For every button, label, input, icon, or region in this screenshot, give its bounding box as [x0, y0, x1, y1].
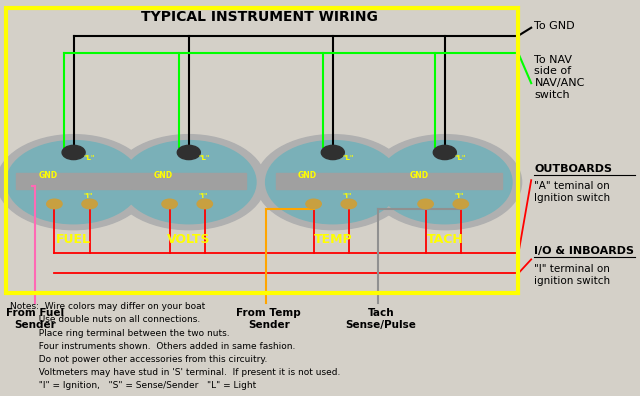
- Circle shape: [62, 145, 85, 160]
- Text: GND: GND: [298, 171, 317, 180]
- Text: "I": "I": [83, 193, 93, 199]
- Text: "L": "L": [198, 155, 210, 162]
- Text: From Temp
Sender: From Temp Sender: [236, 308, 301, 329]
- Circle shape: [306, 199, 321, 209]
- Text: TEMP: TEMP: [314, 233, 352, 246]
- Circle shape: [433, 145, 456, 160]
- Circle shape: [266, 141, 400, 224]
- Text: "L": "L": [342, 155, 354, 162]
- Text: Voltmeters may have stud in 'S' terminal.  If present it is not used.: Voltmeters may have stud in 'S' terminal…: [10, 368, 340, 377]
- FancyBboxPatch shape: [388, 173, 502, 189]
- Text: Tach
Sense/Pulse: Tach Sense/Pulse: [346, 308, 416, 329]
- Text: "L": "L": [83, 155, 95, 162]
- Circle shape: [321, 145, 344, 160]
- Circle shape: [256, 135, 410, 230]
- Text: Place ring terminal between the two nuts.: Place ring terminal between the two nuts…: [10, 329, 229, 337]
- Text: "I": "I": [342, 193, 352, 199]
- Text: Use double nuts on all connections.: Use double nuts on all connections.: [10, 316, 200, 324]
- Text: "I": "I": [454, 193, 464, 199]
- Text: I/O & INBOARDS: I/O & INBOARDS: [534, 246, 634, 257]
- Circle shape: [0, 135, 150, 230]
- Text: TACH: TACH: [426, 233, 463, 246]
- FancyBboxPatch shape: [132, 173, 246, 189]
- Circle shape: [162, 199, 177, 209]
- Text: To GND: To GND: [534, 21, 575, 31]
- Circle shape: [418, 199, 433, 209]
- Text: GND: GND: [154, 171, 173, 180]
- Text: VOLTS: VOLTS: [167, 233, 211, 246]
- Circle shape: [122, 141, 256, 224]
- Circle shape: [177, 145, 200, 160]
- Text: GND: GND: [410, 171, 429, 180]
- Text: TYPICAL INSTRUMENT WIRING: TYPICAL INSTRUMENT WIRING: [141, 10, 378, 24]
- Text: OUTBOARDS: OUTBOARDS: [534, 164, 612, 175]
- Circle shape: [82, 199, 97, 209]
- Text: "I": "I": [198, 193, 208, 199]
- Text: FUEL: FUEL: [56, 233, 91, 246]
- Text: Four instruments shown.  Others added in same fashion.: Four instruments shown. Others added in …: [10, 342, 295, 350]
- Circle shape: [112, 135, 266, 230]
- Text: "I" terminal on
ignition switch: "I" terminal on ignition switch: [534, 265, 611, 286]
- Circle shape: [341, 199, 356, 209]
- Text: Do not power other accessories from this circuitry.: Do not power other accessories from this…: [10, 355, 267, 364]
- Circle shape: [378, 141, 512, 224]
- Text: "A" teminal on
Ignition switch: "A" teminal on Ignition switch: [534, 181, 611, 203]
- Text: From Fuel
Sender: From Fuel Sender: [6, 308, 64, 329]
- Text: Notes:  Wire colors may differ on your boat: Notes: Wire colors may differ on your bo…: [10, 303, 205, 311]
- Circle shape: [47, 199, 62, 209]
- Text: GND: GND: [38, 171, 58, 180]
- Circle shape: [197, 199, 212, 209]
- Circle shape: [6, 141, 141, 224]
- Circle shape: [368, 135, 522, 230]
- Text: "L": "L": [454, 155, 466, 162]
- Text: To NAV
side of
NAV/ANC
switch: To NAV side of NAV/ANC switch: [534, 55, 585, 100]
- FancyBboxPatch shape: [17, 173, 131, 189]
- Circle shape: [453, 199, 468, 209]
- FancyBboxPatch shape: [276, 173, 390, 189]
- Text: "I" = Ignition,   "S" = Sense/Sender   "L" = Light: "I" = Ignition, "S" = Sense/Sender "L" =…: [10, 381, 256, 390]
